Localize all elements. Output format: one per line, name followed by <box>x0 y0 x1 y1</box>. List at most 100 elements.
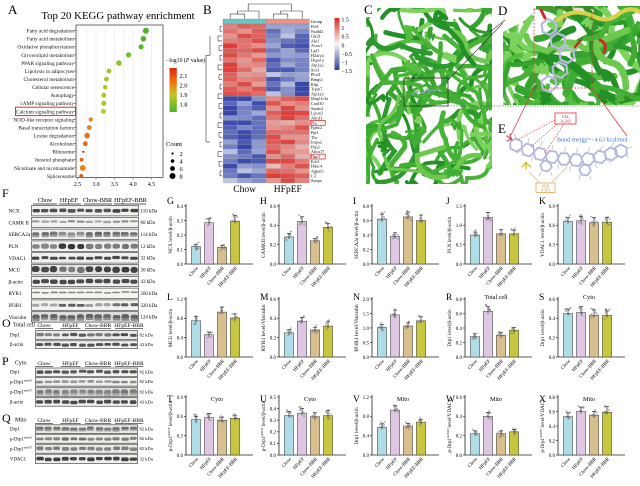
svg-text:Gt(2): Gt(2) <box>311 34 321 39</box>
svg-text:0.8: 0.8 <box>363 415 370 420</box>
svg-text:0.4: 0.4 <box>363 234 370 239</box>
svg-text:O: O <box>2 316 11 330</box>
svg-text:Chow: Chow <box>188 266 200 278</box>
svg-text:−0.5: −0.5 <box>342 52 353 58</box>
svg-text:PPAR signaling pathway: PPAR signaling pathway <box>21 61 74 67</box>
svg-text:Cyto: Cyto <box>583 294 595 301</box>
svg-text:H2afy2: H2afy2 <box>311 53 324 58</box>
svg-text:Atp1a3: Atp1a3 <box>311 91 324 96</box>
svg-text:Mito: Mito <box>490 396 502 403</box>
svg-text:NCX: NCX <box>9 209 20 215</box>
svg-text:0.4: 0.4 <box>363 435 370 440</box>
svg-text:12 kDa: 12 kDa <box>141 245 156 250</box>
svg-text:W: W <box>446 395 455 405</box>
svg-text:p-Drp1ser637: p-Drp1ser637 <box>10 445 32 452</box>
svg-text:0.2: 0.2 <box>549 337 556 342</box>
svg-text:0.6: 0.6 <box>363 219 370 224</box>
svg-text:0.4: 0.4 <box>270 224 277 229</box>
svg-text:HFpEF-BBR: HFpEF-BBR <box>114 361 144 367</box>
svg-text:0.0: 0.0 <box>270 356 277 361</box>
svg-text:Glycerolipid metabolism: Glycerolipid metabolism <box>21 53 75 59</box>
svg-text:HFpEF-BBR: HFpEF-BBR <box>114 418 144 424</box>
svg-text:SERCA2a: SERCA2a <box>9 232 31 238</box>
svg-text:F: F <box>2 186 9 200</box>
svg-text:Chow: Chow <box>233 185 256 195</box>
svg-text:C3: C3 <box>311 173 316 178</box>
svg-text:Ppt1: Ppt1 <box>311 130 319 135</box>
svg-text:Fatty acid degradation: Fatty acid degradation <box>27 29 75 35</box>
svg-text:Chow: Chow <box>281 359 293 371</box>
svg-text:A-243: A-243 <box>560 119 570 124</box>
svg-text:Chow: Chow <box>37 323 51 329</box>
svg-text:CAMKII level/β-actin: CAMKII level/β-actin <box>261 212 267 258</box>
svg-text:HFpEF: HFpEF <box>274 185 302 195</box>
svg-text:0.4: 0.4 <box>270 317 277 322</box>
svg-text:Ech1: Ech1 <box>311 159 320 164</box>
svg-text:0.6: 0.6 <box>549 298 556 303</box>
svg-text:B: B <box>203 2 212 17</box>
svg-text:Plcd1: Plcd1 <box>311 72 321 77</box>
svg-text:Hdac4: Hdac4 <box>311 164 323 169</box>
svg-text:Cyto: Cyto <box>15 361 27 367</box>
svg-text:82 kDa: 82 kDa <box>140 379 153 384</box>
svg-text:Count: Count <box>166 141 182 148</box>
svg-text:32 kDa: 32 kDa <box>140 456 153 461</box>
svg-text:IP3R1: IP3R1 <box>9 303 23 309</box>
svg-text:4: 4 <box>180 158 184 165</box>
svg-text:0.4: 0.4 <box>270 407 277 412</box>
svg-text:Akt1: Akt1 <box>311 38 320 43</box>
svg-text:2: 2 <box>180 151 183 158</box>
svg-text:Card10: Card10 <box>311 101 324 106</box>
svg-text:E: E <box>498 121 506 136</box>
svg-text:82 kDa: 82 kDa <box>140 370 153 375</box>
svg-text:Fth1: Fth1 <box>311 24 319 29</box>
svg-text:0.2: 0.2 <box>456 341 463 346</box>
svg-text:VAL: VAL <box>562 114 570 119</box>
svg-text:T: T <box>167 395 173 405</box>
svg-text:Map1lc3a: Map1lc3a <box>311 96 328 101</box>
svg-text:0.0: 0.0 <box>177 454 184 459</box>
svg-text:0.4: 0.4 <box>549 317 556 322</box>
svg-text:43 kDa: 43 kDa <box>140 399 153 404</box>
svg-text:Bmgs1: Bmgs1 <box>311 77 323 82</box>
svg-text:Drp1 level/β-actin: Drp1 level/β-actin <box>354 407 360 445</box>
svg-text:2.0: 2.0 <box>363 298 370 303</box>
svg-text:VDAC1: VDAC1 <box>9 256 27 262</box>
svg-text:0.0: 0.0 <box>549 356 556 361</box>
svg-text:NOD-like receptor signaling: NOD-like receptor signaling <box>13 117 74 123</box>
svg-text:0.2: 0.2 <box>177 234 184 239</box>
svg-text:Drp1 level/β-actin: Drp1 level/β-actin <box>540 309 546 347</box>
svg-text:β-actin: β-actin <box>10 343 24 348</box>
svg-text:Nicotinate and nicotinamide: Nicotinate and nicotinamide <box>14 166 75 172</box>
svg-text:1.5: 1.5 <box>342 18 349 24</box>
svg-text:Alcoholism: Alcoholism <box>49 142 75 148</box>
svg-text:HFpEF: HFpEF <box>60 197 79 204</box>
svg-text:0.0: 0.0 <box>456 454 463 459</box>
svg-text:0.8: 0.8 <box>549 396 556 401</box>
svg-text:p-Drp1ser616: p-Drp1ser616 <box>10 378 32 385</box>
svg-text:Pln: Pln <box>311 120 318 125</box>
svg-text:Chow: Chow <box>188 457 200 469</box>
svg-text:1.8: 1.8 <box>180 102 188 109</box>
svg-text:1.2: 1.2 <box>177 298 184 303</box>
svg-text:Chow: Chow <box>374 457 386 469</box>
svg-text:HFpEF-BBR: HFpEF-BBR <box>114 197 148 204</box>
svg-text:RYR1 level/Vinculin: RYR1 level/Vinculin <box>261 304 267 351</box>
svg-text:Chow: Chow <box>560 266 572 278</box>
svg-text:Mito: Mito <box>15 418 27 424</box>
svg-text:0.2: 0.2 <box>456 435 463 440</box>
svg-text:0.2: 0.2 <box>549 439 556 444</box>
svg-text:NCX level/β-actin: NCX level/β-actin <box>168 216 174 254</box>
svg-text:0.6: 0.6 <box>177 415 184 420</box>
svg-text:J: J <box>446 197 450 207</box>
svg-text:Cyto: Cyto <box>304 396 316 403</box>
svg-text:Atp1a2: Atp1a2 <box>311 63 324 68</box>
svg-text:0.6: 0.6 <box>270 205 277 210</box>
svg-text:Hspa1a: Hspa1a <box>311 58 324 63</box>
svg-text:Acox1: Acox1 <box>311 43 322 48</box>
svg-text:1: 1 <box>342 26 345 32</box>
svg-text:Q: Q <box>2 411 11 425</box>
svg-text:Impa2: Impa2 <box>311 140 322 145</box>
svg-text:SERCA2a level/β-actin: SERCA2a level/β-actin <box>354 211 360 259</box>
svg-text:0.6: 0.6 <box>549 410 556 415</box>
